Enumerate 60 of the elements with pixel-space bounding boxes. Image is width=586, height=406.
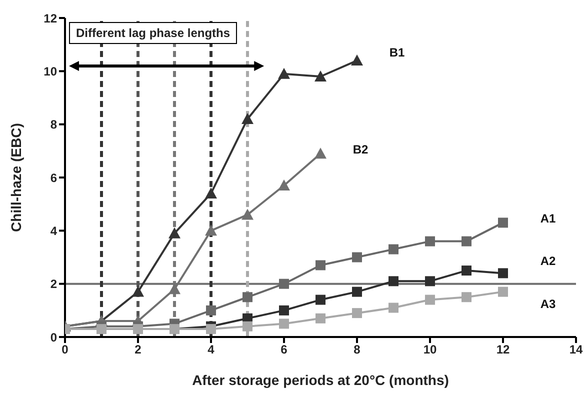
point — [498, 218, 508, 228]
point — [352, 286, 362, 297]
point — [316, 294, 326, 305]
x-tick-label: 0 — [62, 342, 69, 357]
y-tick-label: 2 — [50, 277, 58, 292]
y-tick-label: 10 — [44, 64, 58, 78]
point — [314, 148, 326, 159]
point — [205, 187, 217, 198]
point — [205, 224, 217, 236]
point — [498, 286, 508, 297]
point — [314, 70, 326, 82]
text: A3 — [540, 296, 556, 311]
x-tick-label: 6 — [280, 342, 288, 357]
y-tick-label: 0 — [50, 330, 58, 344]
point — [242, 292, 252, 302]
point — [388, 244, 398, 254]
point — [316, 260, 326, 270]
x-tick-label: 4 — [208, 342, 215, 357]
x-axis-title: After storage periods at 20°C (months) — [192, 372, 449, 388]
x-tick-label: 8 — [354, 342, 361, 357]
point — [462, 266, 472, 276]
point — [388, 276, 398, 286]
x-tick-label: 14 — [569, 342, 583, 357]
point — [352, 308, 362, 318]
point — [242, 208, 254, 220]
point — [168, 227, 180, 238]
point — [388, 302, 398, 313]
y-tick-label: 12 — [44, 11, 58, 26]
point — [462, 292, 472, 302]
point — [278, 179, 290, 190]
point — [206, 305, 216, 316]
x-tick-label: 12 — [496, 342, 510, 357]
point — [279, 278, 289, 289]
y-axis-title: Chill-haze (EBC) — [8, 123, 24, 232]
annotation: Different lag phase lengths — [69, 22, 238, 44]
x-tick-label: 10 — [423, 342, 437, 357]
point — [206, 324, 216, 334]
point — [168, 283, 180, 294]
text: B2 — [352, 142, 368, 157]
text: A2 — [540, 254, 556, 268]
point — [316, 313, 326, 324]
point — [242, 113, 254, 124]
text: B1 — [389, 46, 405, 60]
point — [425, 236, 435, 246]
point — [462, 236, 472, 246]
point — [425, 276, 435, 286]
point — [279, 305, 289, 316]
point — [242, 321, 252, 332]
point — [278, 68, 290, 79]
text: A1 — [540, 212, 556, 226]
point — [352, 252, 362, 262]
y-tick-label: 8 — [50, 118, 58, 132]
y-tick-label: 4 — [50, 224, 58, 238]
point — [498, 268, 508, 278]
x-tick-label: 2 — [134, 342, 142, 357]
point — [425, 294, 435, 305]
y-tick-label: 6 — [50, 170, 58, 185]
point — [132, 286, 144, 297]
point — [351, 54, 363, 66]
point — [279, 318, 289, 329]
